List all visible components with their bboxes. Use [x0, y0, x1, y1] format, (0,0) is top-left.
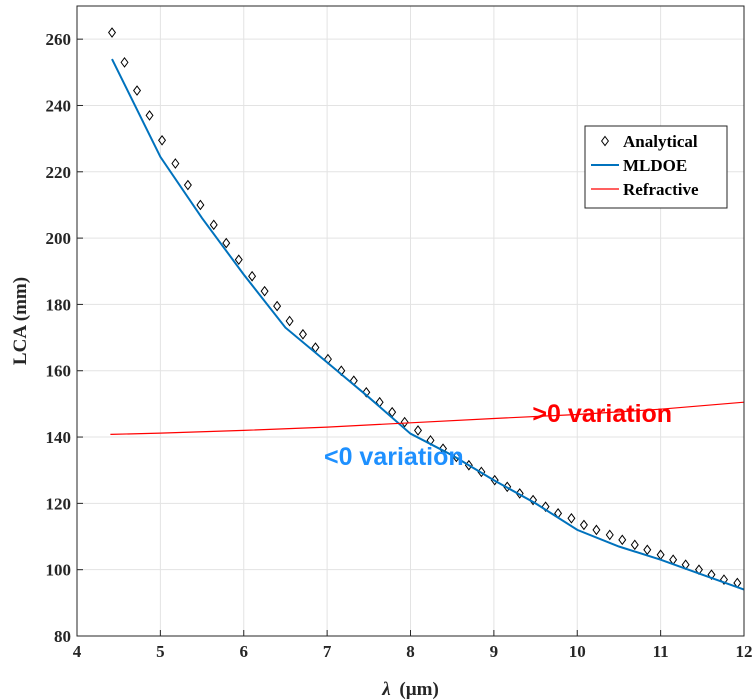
point-analytical-13 [273, 300, 282, 312]
grid-lines [76, 6, 745, 637]
point-analytical-47 [707, 569, 716, 580]
x-axis-label: λ (µm) [381, 679, 439, 700]
point-analytical-2 [133, 85, 142, 96]
x-axis-label-unit: (µm) [399, 679, 438, 700]
point-analytical-7 [196, 199, 205, 211]
x-axis-label-symbol: λ [381, 679, 390, 700]
point-analytical-48 [719, 574, 728, 585]
axis-ticks: 4 5 6 7 8 9 10 11 12 80 100 120 140 160 180 200 220 240 26… [46, 30, 753, 661]
point-analytical-4 [158, 134, 167, 146]
x-tick-label-11: 11 [653, 642, 669, 661]
annotation-1: <0 variation [324, 443, 464, 471]
point-analytical-3 [145, 110, 154, 121]
series-line-refractive [110, 401, 745, 435]
point-analytical-36 [567, 512, 576, 524]
legend-label-analytical: Analytical [623, 132, 698, 151]
point-analytical-34 [541, 501, 550, 513]
point-analytical-24 [414, 425, 423, 436]
point-analytical-42 [643, 544, 652, 556]
legend-marker-analytical [601, 135, 609, 147]
x-tick-label-4: 4 [73, 642, 82, 661]
point-analytical-23 [400, 416, 409, 428]
series-line-mldoe [111, 58, 745, 591]
point-analytical-1 [120, 57, 129, 68]
x-tick-label-8: 8 [406, 642, 415, 661]
point-analytical-0 [108, 27, 117, 38]
point-analytical-8 [209, 219, 218, 231]
legend-label-mldoe: MLDOE [623, 156, 687, 175]
legend: Analytical MLDOE Refractive [584, 125, 728, 209]
y-tick-label-240: 240 [46, 96, 72, 115]
point-analytical-6 [183, 179, 192, 191]
annotations: >0 variation <0 variation [324, 400, 672, 471]
series-layer [108, 27, 745, 591]
point-analytical-15 [298, 328, 307, 340]
point-analytical-26 [439, 443, 448, 454]
x-tick-label-10: 10 [569, 642, 586, 661]
point-analytical-20 [362, 386, 371, 398]
point-analytical-12 [260, 285, 269, 297]
y-tick-label-160: 160 [46, 362, 72, 381]
legend-box [584, 125, 728, 209]
point-analytical-39 [605, 529, 614, 541]
x-tick-label-6: 6 [240, 642, 249, 661]
point-analytical-9 [222, 237, 231, 249]
legend-label-refractive: Refractive [623, 180, 699, 199]
y-tick-label-200: 200 [46, 229, 72, 248]
legend-item-refractive: Refractive [591, 180, 699, 199]
point-analytical-33 [529, 494, 538, 506]
x-tick-label-5: 5 [156, 642, 165, 661]
point-analytical-41 [630, 539, 639, 551]
x-tick-label-9: 9 [490, 642, 499, 661]
annotation-0: >0 variation [532, 400, 672, 428]
y-tick-label-100: 100 [46, 561, 72, 580]
y-tick-label-140: 140 [46, 428, 72, 447]
y-tick-label-220: 220 [46, 163, 72, 182]
x-tick-label-7: 7 [323, 642, 332, 661]
point-analytical-37 [579, 519, 588, 531]
point-analytical-10 [234, 254, 243, 265]
x-tick-label-12: 12 [736, 642, 753, 661]
point-analytical-5 [171, 158, 180, 169]
y-tick-label-80: 80 [54, 627, 71, 646]
y-tick-label-120: 120 [46, 494, 72, 513]
point-analytical-40 [618, 534, 627, 546]
y-tick-label-180: 180 [46, 295, 72, 314]
legend-item-mldoe: MLDOE [591, 156, 687, 175]
y-axis-label: LCA (mm) [10, 277, 31, 365]
legend-item-analytical: Analytical [601, 132, 698, 151]
point-analytical-14 [285, 315, 294, 327]
point-analytical-32 [515, 488, 524, 499]
point-analytical-11 [248, 270, 257, 282]
y-tick-label-260: 260 [46, 30, 72, 49]
point-analytical-38 [592, 524, 601, 536]
